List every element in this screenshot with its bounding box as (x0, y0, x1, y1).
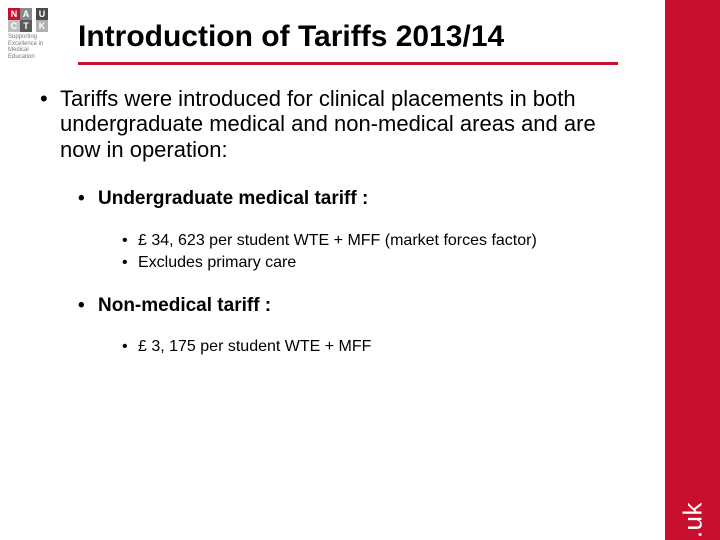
bullet-lvl2-undergrad: Undergraduate medical tariff : £ 34, 623… (78, 188, 620, 273)
bullet-lvl3: Excludes primary care (122, 253, 620, 273)
logo-letter-c: C (8, 20, 20, 32)
logo-letter-u: U (36, 8, 48, 20)
title-underline (78, 62, 618, 65)
bullet-lvl2-nonmed-text: Non-medical tariff : (98, 295, 271, 316)
bullet-lvl3: £ 34, 623 per student WTE + MFF (market … (122, 231, 620, 251)
page-title: Introduction of Tariffs 2013/14 (78, 20, 504, 54)
website-url: www.nact.org.uk (677, 502, 708, 540)
bullet-lvl2-undergrad-text: Undergraduate medical tariff : (98, 188, 368, 209)
bullet-lvl1-text: Tariffs were introduced for clinical pla… (60, 86, 596, 162)
bullet-lvl1: Tariffs were introduced for clinical pla… (40, 86, 620, 357)
bullet-lvl3: £ 3, 175 per student WTE + MFF (122, 337, 620, 357)
logo-letter-t: T (20, 20, 32, 32)
logo-letter-k: K (36, 20, 48, 32)
bullet-lvl2-nonmed: Non-medical tariff : £ 3, 175 per studen… (78, 295, 620, 358)
logo-letter-n: N (8, 8, 20, 20)
logo-tagline: Supporting Excellence in Medical Educati… (8, 34, 56, 60)
slide: N A U C T K Supporting Excellence in Med… (0, 0, 720, 540)
red-sidebar: www.nact.org.uk (665, 0, 720, 540)
logo-letter-a: A (20, 8, 32, 20)
nact-logo: N A U C T K Supporting Excellence in Med… (8, 8, 56, 60)
body-content: Tariffs were introduced for clinical pla… (40, 86, 620, 383)
